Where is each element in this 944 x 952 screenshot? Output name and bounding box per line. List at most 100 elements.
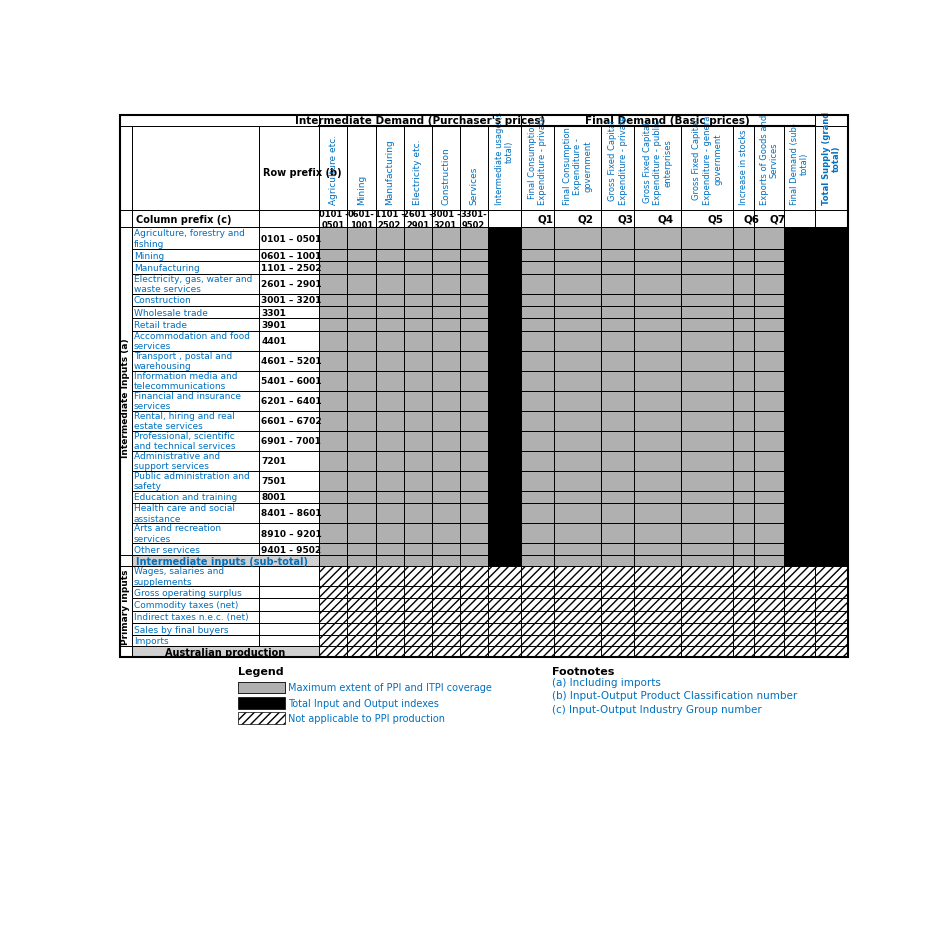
Bar	[460, 274, 488, 294]
Bar	[815, 524, 848, 544]
Bar	[682, 127, 733, 211]
Bar	[521, 127, 554, 211]
Bar	[347, 262, 376, 274]
Bar	[347, 319, 376, 331]
Text: (b) Input-Output Product Classification number: (b) Input-Output Product Classification …	[552, 691, 798, 701]
Text: Wages, salaries and
supplements: Wages, salaries and supplements	[134, 566, 224, 586]
Bar	[554, 599, 601, 611]
Bar	[431, 262, 460, 274]
Bar	[319, 307, 347, 319]
Bar	[601, 211, 634, 228]
Bar	[682, 636, 733, 646]
Bar	[431, 491, 460, 504]
Bar	[460, 371, 488, 391]
Bar	[521, 599, 554, 611]
Bar	[460, 411, 488, 431]
Text: Gross Fixed Capital
Expenditure - public
enterprises: Gross Fixed Capital Expenditure - public…	[643, 120, 673, 205]
Text: (a) Including imports: (a) Including imports	[552, 677, 661, 687]
Text: Total Input and Output indexes: Total Input and Output indexes	[289, 698, 439, 708]
Bar	[601, 294, 634, 307]
Bar	[733, 228, 754, 249]
Bar	[131, 411, 259, 431]
Bar	[488, 249, 521, 262]
Bar	[815, 471, 848, 491]
Bar	[733, 566, 754, 586]
Text: Q4: Q4	[658, 214, 674, 225]
Bar	[319, 391, 347, 411]
Bar	[403, 319, 431, 331]
Text: Intermediate Demand (Purchaser's prices): Intermediate Demand (Purchaser's prices)	[295, 116, 546, 127]
Bar	[554, 228, 601, 249]
Bar	[554, 646, 601, 657]
Bar	[376, 471, 403, 491]
Text: 0101 -
0501: 0101 - 0501	[319, 210, 348, 229]
Bar	[682, 371, 733, 391]
Bar	[634, 471, 682, 491]
Bar	[347, 646, 376, 657]
Bar	[431, 371, 460, 391]
Bar	[601, 228, 634, 249]
Bar	[754, 544, 784, 556]
Bar	[403, 274, 431, 294]
Bar	[376, 556, 403, 566]
Bar	[733, 351, 754, 371]
Bar	[403, 351, 431, 371]
Bar	[784, 599, 815, 611]
Bar	[815, 556, 848, 566]
Bar	[784, 566, 815, 586]
Bar	[754, 599, 784, 611]
Bar	[460, 228, 488, 249]
Bar	[460, 451, 488, 471]
Bar	[554, 211, 601, 228]
Text: Electricity, gas, water and
waste services: Electricity, gas, water and waste servic…	[134, 274, 252, 294]
Bar	[319, 211, 347, 228]
Text: Gross operating surplus: Gross operating surplus	[134, 588, 242, 597]
Bar	[319, 586, 347, 599]
Bar	[431, 391, 460, 411]
Text: Maximum extent of PPI and ITPI coverage: Maximum extent of PPI and ITPI coverage	[289, 683, 493, 693]
Bar	[131, 451, 259, 471]
Bar	[733, 127, 754, 211]
Bar	[521, 411, 554, 431]
Bar	[403, 331, 431, 351]
Bar	[131, 566, 259, 586]
Bar	[733, 646, 754, 657]
Bar	[754, 249, 784, 262]
Bar	[403, 294, 431, 307]
Bar	[784, 307, 815, 319]
Bar	[403, 504, 431, 524]
Bar	[554, 249, 601, 262]
Bar	[634, 504, 682, 524]
Bar	[733, 249, 754, 262]
Bar	[733, 274, 754, 294]
Bar	[488, 371, 521, 391]
Bar	[460, 586, 488, 599]
Text: Footnotes: Footnotes	[552, 666, 615, 677]
Bar	[120, 646, 131, 657]
Text: Arts and recreation
services: Arts and recreation services	[134, 524, 221, 544]
Bar	[682, 599, 733, 611]
Text: Professional, scientific
and technical services: Professional, scientific and technical s…	[134, 431, 235, 451]
Bar	[347, 411, 376, 431]
Bar	[460, 351, 488, 371]
Bar	[521, 294, 554, 307]
Bar	[319, 646, 347, 657]
Bar	[784, 556, 815, 566]
Bar	[784, 491, 815, 504]
Bar	[682, 331, 733, 351]
Bar	[815, 431, 848, 451]
Bar	[682, 307, 733, 319]
Bar	[784, 646, 815, 657]
Bar	[634, 451, 682, 471]
Bar	[733, 471, 754, 491]
Bar	[601, 249, 634, 262]
Bar	[376, 371, 403, 391]
Bar	[131, 262, 259, 274]
Bar	[376, 491, 403, 504]
Text: Q7: Q7	[769, 214, 785, 225]
Text: Mining: Mining	[134, 251, 164, 260]
Bar	[682, 249, 733, 262]
Text: Total Supply (grand
total): Total Supply (grand total)	[821, 111, 841, 205]
Bar	[131, 331, 259, 351]
Text: 8001: 8001	[261, 493, 286, 502]
